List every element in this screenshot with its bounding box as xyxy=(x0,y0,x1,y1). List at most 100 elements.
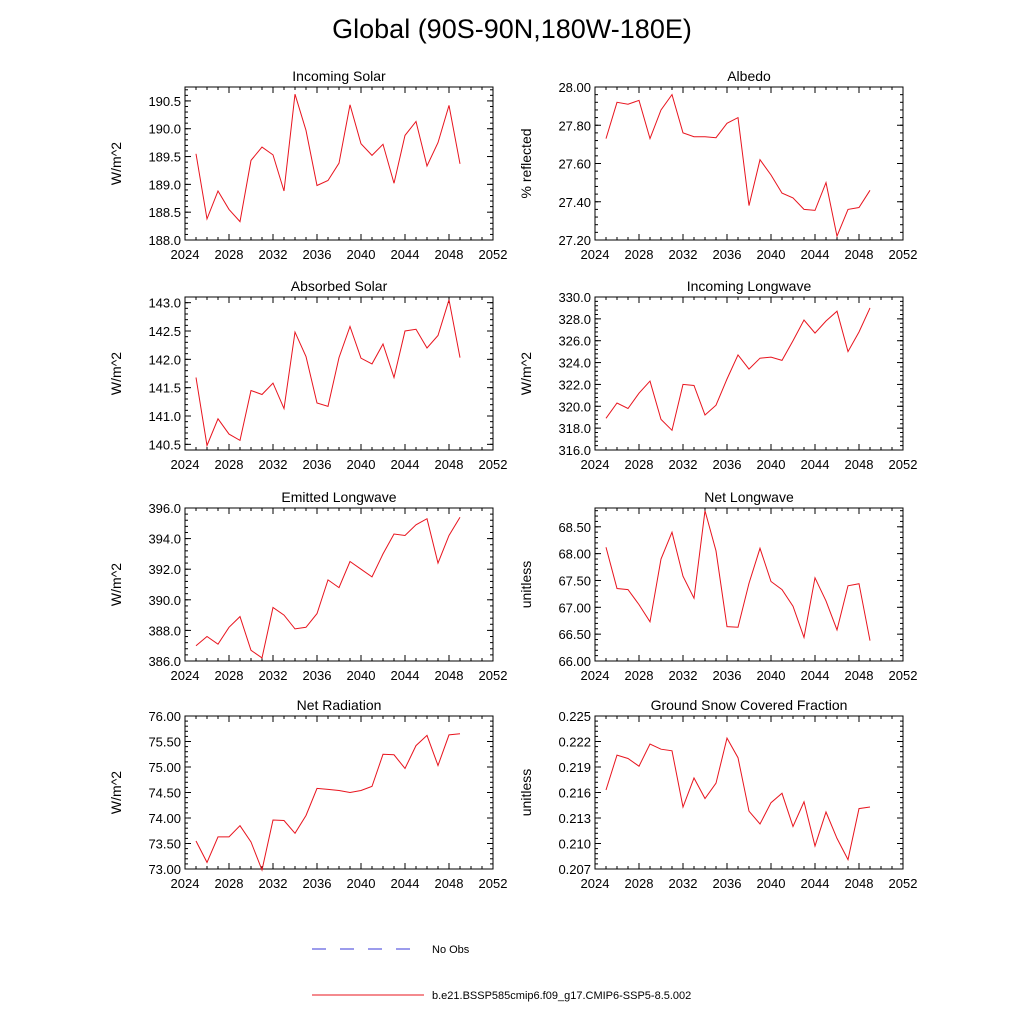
y-tick-label: 75.00 xyxy=(148,760,181,775)
panel-albedo: Albedo % reflected 2024 2028 2032 2036 2040 204… xyxy=(518,68,917,262)
x-tick-label: 2044 xyxy=(391,668,420,683)
y-tick-label: 189.0 xyxy=(148,177,181,192)
panel-title: Emitted Longwave xyxy=(281,489,396,505)
x-tick-label: 2032 xyxy=(669,247,698,262)
y-tick-label: 190.5 xyxy=(148,94,181,109)
legend-model-label: b.e21.BSSP585cmip6.f09_g17.CMIP6-SSP5-8.… xyxy=(432,990,691,1002)
y-tick-label: 188.0 xyxy=(148,233,181,248)
panel-title: Incoming Solar xyxy=(292,68,386,84)
x-tick-label: 2024 xyxy=(171,247,200,262)
x-tick-label: 2028 xyxy=(625,457,654,472)
y-axis-label: W/m^2 xyxy=(108,142,124,185)
x-tick-label: 2036 xyxy=(303,457,332,472)
y-tick-label: 27.40 xyxy=(558,195,591,210)
x-tick-label: 2052 xyxy=(889,876,918,891)
x-tick-label: 2044 xyxy=(801,668,830,683)
y-tick-label: 74.50 xyxy=(148,786,181,801)
x-tick-label: 2052 xyxy=(479,457,508,472)
x-tick-label: 2040 xyxy=(347,457,376,472)
x-tick-label: 2048 xyxy=(845,247,874,262)
x-tick-label: 2040 xyxy=(757,247,786,262)
x-tick-label: 2032 xyxy=(669,876,698,891)
plot-frame xyxy=(184,715,494,870)
x-tick-label: 2044 xyxy=(801,876,830,891)
panel-title: Net Longwave xyxy=(704,489,794,505)
y-tick-label: 390.0 xyxy=(148,593,181,608)
x-tick-label: 2036 xyxy=(713,457,742,472)
y-tick-label: 318.0 xyxy=(558,421,591,436)
series-line-0 xyxy=(195,299,461,448)
series-line-0 xyxy=(195,94,461,223)
panel-net-radiation: Net Radiation W/m^2 2024 2028 2032 2036 2040 20… xyxy=(108,697,507,891)
x-tick-label: 2044 xyxy=(801,247,830,262)
y-tick-label: 188.5 xyxy=(148,205,181,220)
y-tick-label: 394.0 xyxy=(148,532,181,547)
plot-frame xyxy=(184,507,494,662)
x-tick-label: 2024 xyxy=(581,876,610,891)
y-axis-label: W/m^2 xyxy=(108,352,124,395)
panel-emitted-longwave: Emitted Longwave W/m^2 2024 2028 2032 2036 204… xyxy=(108,489,507,683)
x-tick-label: 2052 xyxy=(479,247,508,262)
panel-title: Ground Snow Covered Fraction xyxy=(651,697,848,713)
y-tick-label: 27.20 xyxy=(558,233,591,248)
series-line-0 xyxy=(605,307,871,432)
y-tick-label: 396.0 xyxy=(148,501,181,516)
y-tick-label: 0.213 xyxy=(558,811,591,826)
x-tick-label: 2036 xyxy=(713,247,742,262)
panel-title: Absorbed Solar xyxy=(291,278,388,294)
x-tick-label: 2040 xyxy=(347,247,376,262)
y-tick-label: 330.0 xyxy=(558,290,591,305)
panel-title: Albedo xyxy=(727,68,771,84)
x-tick-label: 2032 xyxy=(259,247,288,262)
x-tick-label: 2024 xyxy=(171,668,200,683)
panel-ground-snow-covered-fraction: Ground Snow Covered Fraction unitless 2024… xyxy=(518,697,917,891)
y-tick-label: 142.0 xyxy=(148,352,181,367)
y-tick-label: 73.50 xyxy=(148,837,181,852)
panel-incoming-longwave: Incoming Longwave W/m^2 2024 2028 2032 2036 20… xyxy=(518,278,917,472)
y-tick-label: 0.210 xyxy=(558,837,591,852)
y-tick-label: 320.0 xyxy=(558,399,591,414)
x-tick-label: 2032 xyxy=(259,668,288,683)
x-tick-label: 2044 xyxy=(391,876,420,891)
y-tick-label: 0.222 xyxy=(558,735,591,750)
y-tick-label: 0.207 xyxy=(558,862,591,877)
y-tick-label: 322.0 xyxy=(558,377,591,392)
x-tick-label: 2048 xyxy=(845,876,874,891)
series-line-0 xyxy=(195,733,461,872)
x-tick-label: 2040 xyxy=(347,668,376,683)
x-tick-label: 2044 xyxy=(391,457,420,472)
y-tick-label: 67.00 xyxy=(558,600,591,615)
x-tick-label: 2032 xyxy=(259,876,288,891)
x-tick-label: 2028 xyxy=(625,876,654,891)
y-tick-label: 73.00 xyxy=(148,862,181,877)
plot-frame xyxy=(594,86,904,241)
x-tick-label: 2040 xyxy=(757,457,786,472)
y-tick-label: 68.50 xyxy=(558,520,591,535)
y-axis-label: W/m^2 xyxy=(108,563,124,606)
y-axis-label: W/m^2 xyxy=(518,352,534,395)
y-tick-label: 27.60 xyxy=(558,157,591,172)
x-tick-label: 2048 xyxy=(435,247,464,262)
panel-incoming-solar: Incoming Solar W/m^2 2024 2028 2032 2036 2040 2… xyxy=(108,68,507,262)
y-tick-label: 140.5 xyxy=(148,437,181,452)
x-tick-label: 2024 xyxy=(171,876,200,891)
x-tick-label: 2028 xyxy=(215,247,244,262)
y-tick-label: 74.00 xyxy=(148,811,181,826)
y-tick-label: 141.5 xyxy=(148,381,181,396)
y-tick-label: 386.0 xyxy=(148,654,181,669)
y-axis-label: W/m^2 xyxy=(108,771,124,814)
x-tick-label: 2052 xyxy=(479,668,508,683)
y-tick-label: 0.225 xyxy=(558,709,591,724)
panel-title: Net Radiation xyxy=(297,697,382,713)
panels: Incoming Solar W/m^2 2024 2028 2032 2036 2040 2… xyxy=(108,68,917,891)
x-tick-label: 2032 xyxy=(669,668,698,683)
y-tick-label: 143.0 xyxy=(148,296,181,311)
plot-frame xyxy=(594,715,904,870)
series-line-0 xyxy=(605,510,871,641)
x-tick-label: 2028 xyxy=(215,876,244,891)
x-tick-label: 2024 xyxy=(581,668,610,683)
y-tick-label: 28.00 xyxy=(558,80,591,95)
x-tick-label: 2028 xyxy=(215,668,244,683)
x-tick-label: 2048 xyxy=(845,457,874,472)
x-tick-label: 2048 xyxy=(435,876,464,891)
